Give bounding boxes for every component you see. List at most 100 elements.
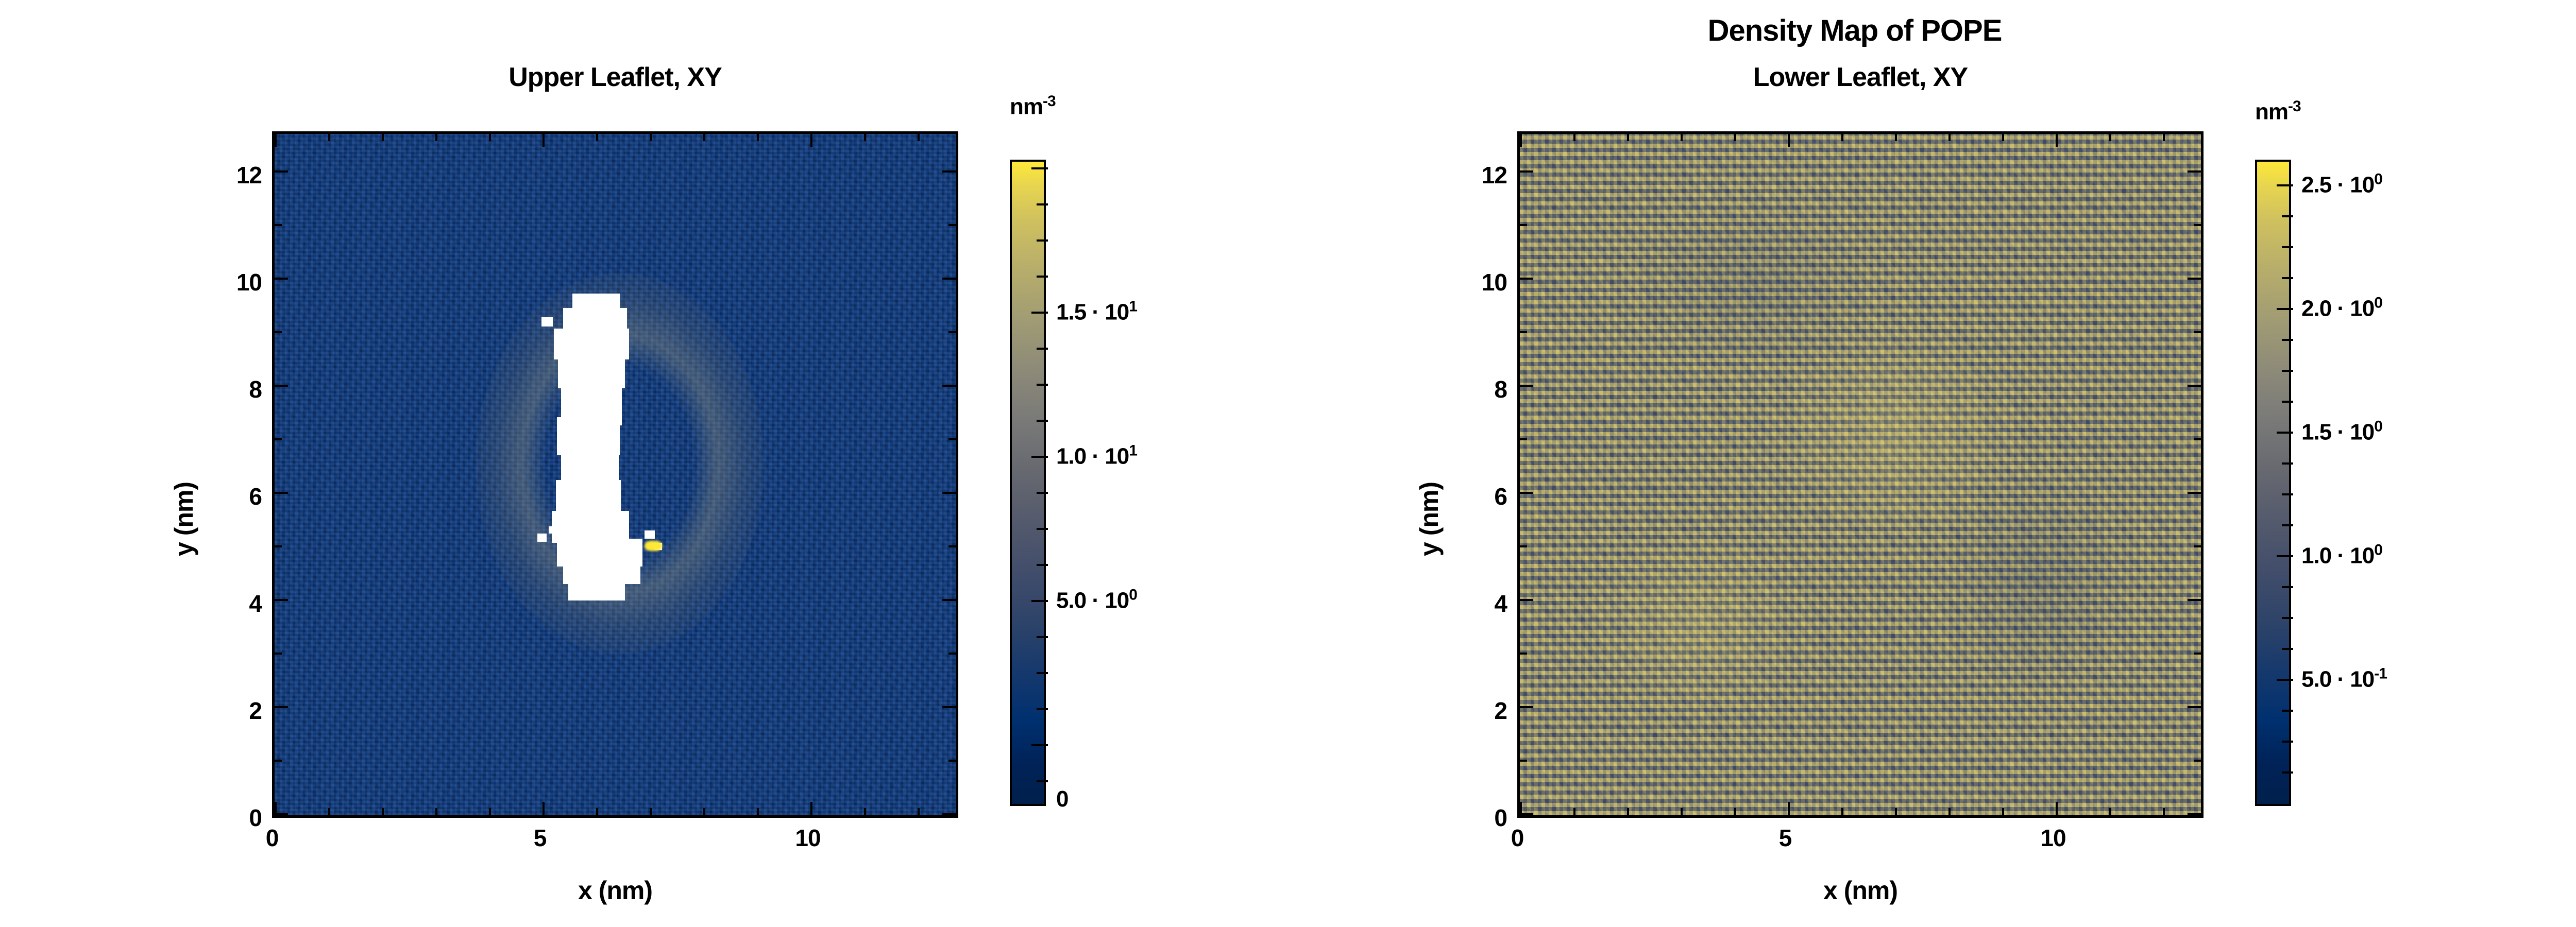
xtick-major: [2056, 802, 2058, 815]
colorbar-ticklabel-text: 1.5 · 10: [2301, 419, 2375, 445]
xtick-top: [1948, 134, 1951, 141]
xtick-minor: [2002, 808, 2004, 815]
ytick-right: [942, 706, 956, 708]
xtick-major: [810, 802, 812, 815]
ytick-major: [1520, 599, 1533, 601]
ytick-minor: [1520, 653, 1527, 655]
colorbar-upper-leaflet: nm-3 1.5 · 101 1.0 ·: [994, 0, 1262, 927]
colorbar-tick-minor: [2282, 524, 2293, 526]
colorbar-unit-text: nm: [1010, 94, 1043, 119]
colorbar-unit-label: nm-3: [2255, 98, 2301, 125]
xtick-top: [864, 134, 866, 141]
ytick-right: [2194, 224, 2201, 226]
xticklabel: 10: [795, 825, 821, 851]
xtick-minor: [1627, 808, 1629, 815]
xtick-major: [275, 802, 277, 815]
colorbar-tick-minor: [2282, 771, 2293, 774]
colorbar-tick-minor: [2282, 370, 2293, 372]
xticklabel: 10: [2040, 825, 2066, 851]
xtick-top: [918, 134, 920, 141]
xtick-minor: [1734, 808, 1736, 815]
density-hotspot: [645, 541, 662, 551]
yticklabel: 6: [249, 483, 262, 510]
ytick-right: [2194, 760, 2201, 762]
colorbar-tick-major: [1031, 744, 1048, 746]
xtick-top: [703, 134, 705, 141]
ytick-minor: [275, 438, 282, 440]
xtick-top: [810, 134, 812, 147]
ytick-right: [942, 278, 956, 280]
xticklabel: 5: [1778, 825, 1792, 851]
yticklabel: 8: [1494, 376, 1507, 403]
colorbar-tick-minor: [2282, 648, 2293, 650]
colorbar-tick-minor: [1037, 276, 1048, 278]
colorbar-tick-minor: [1037, 492, 1048, 494]
xtick-top: [1520, 134, 1522, 147]
yticklabel: 6: [1494, 483, 1507, 510]
ytick-right: [948, 760, 956, 762]
xtick-minor: [864, 808, 866, 815]
colorbar-tick-minor: [2282, 339, 2293, 341]
ytick-right: [2188, 385, 2201, 387]
xtick-top: [1841, 134, 1843, 141]
colorbar-ticklabel: 5.0 · 100: [1056, 586, 1138, 614]
xtick-top: [382, 134, 384, 141]
colorbar-tick-minor: [2282, 617, 2293, 619]
ytick-right: [2188, 599, 2201, 601]
colorbar-tick-major: [2277, 308, 2293, 310]
xtick-minor: [382, 808, 384, 815]
xtick-top: [2002, 134, 2004, 141]
colorbar-ticklabel: 1.0 · 101: [1056, 442, 1138, 470]
ytick-major: [275, 492, 288, 494]
xtick-minor: [1895, 808, 1897, 815]
colorbar-tick-major: [2277, 555, 2293, 557]
colorbar-ticklabel: 5.0 · 10-1: [2301, 665, 2387, 693]
ytick-minor: [275, 545, 282, 547]
xtick-minor: [2109, 808, 2111, 815]
yticklabel: 10: [1481, 269, 1507, 296]
colorbar-unit-label: nm-3: [1010, 93, 1056, 120]
ytick-right: [948, 331, 956, 333]
colorbar-ticklabel-exponent: -1: [2374, 665, 2387, 682]
ytick-major: [275, 385, 288, 387]
xtick-minor: [650, 808, 652, 815]
xtick-top: [757, 134, 759, 141]
colorbar-ticklabel: 1.0 · 100: [2301, 542, 2383, 569]
panel-lower-leaflet: Lower Leaflet, XY: [1415, 0, 2387, 927]
heatmap-lower-leaflet-blotches: [1520, 134, 2201, 815]
colorbar-tick-minor: [2282, 493, 2293, 495]
ytick-major: [1520, 706, 1533, 708]
ytick-major: [1520, 278, 1533, 280]
xtick-minor: [328, 808, 330, 815]
ytick-major: [275, 170, 288, 173]
xtick-major: [1788, 802, 1790, 815]
colorbar-ticklabel-exponent: 0: [1129, 586, 1138, 604]
ytick-right: [948, 545, 956, 547]
colorbar-ticklabel-exponent: 0: [2374, 418, 2383, 435]
ytick-right: [2188, 813, 2201, 815]
yticklabel: 4: [249, 590, 262, 617]
colorbar-tick-minor: [2282, 586, 2293, 588]
ytick-minor: [275, 224, 282, 226]
yticklabel: 10: [236, 269, 262, 296]
colorbar-tick-major: [1031, 167, 1048, 169]
colorbar-ticklabel-exponent: 1: [1129, 442, 1138, 459]
protein-exclusion-void: [481, 288, 769, 649]
yticklabel: 4: [1494, 590, 1507, 617]
colorbar-unit-exponent: -3: [2288, 98, 2301, 115]
colorbar-tick-minor: [2282, 710, 2293, 712]
ytick-right: [942, 492, 956, 494]
colorbar-tick-minor: [1037, 420, 1048, 422]
xtick-major: [543, 802, 545, 815]
yaxis-label-upper-leaflet: y (nm): [170, 482, 198, 556]
ytick-right: [2188, 492, 2201, 494]
xtick-minor: [1948, 808, 1951, 815]
ytick-major: [275, 599, 288, 601]
xticklabel: 5: [533, 825, 547, 851]
colorbar-tick-minor: [2282, 246, 2293, 248]
yticklabel: 12: [236, 162, 262, 188]
ytick-major: [1520, 170, 1533, 173]
panel-title-lower-leaflet: Lower Leaflet, XY: [1753, 62, 1968, 92]
xtick-top: [489, 134, 491, 141]
colorbar-tick-minor: [1037, 636, 1048, 638]
